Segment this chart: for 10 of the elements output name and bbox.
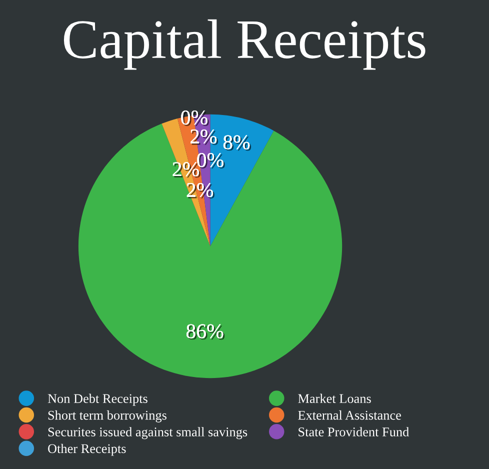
legend-label: Market Loans [298, 394, 371, 404]
legend-label: External Assistance [298, 410, 401, 420]
legend-label: Securites issued against small savings [48, 427, 248, 440]
data-label: 8% [223, 135, 252, 151]
legend-label: Short term borrowings [48, 410, 166, 422]
legend-label: Non Debt Receipts [48, 394, 148, 406]
legend-label: Other Receipts [48, 444, 126, 456]
chart-title: Capital Receipts [64, 19, 426, 70]
legend-label: State Provident Fund [298, 427, 409, 436]
data-label: 86% [186, 324, 225, 340]
